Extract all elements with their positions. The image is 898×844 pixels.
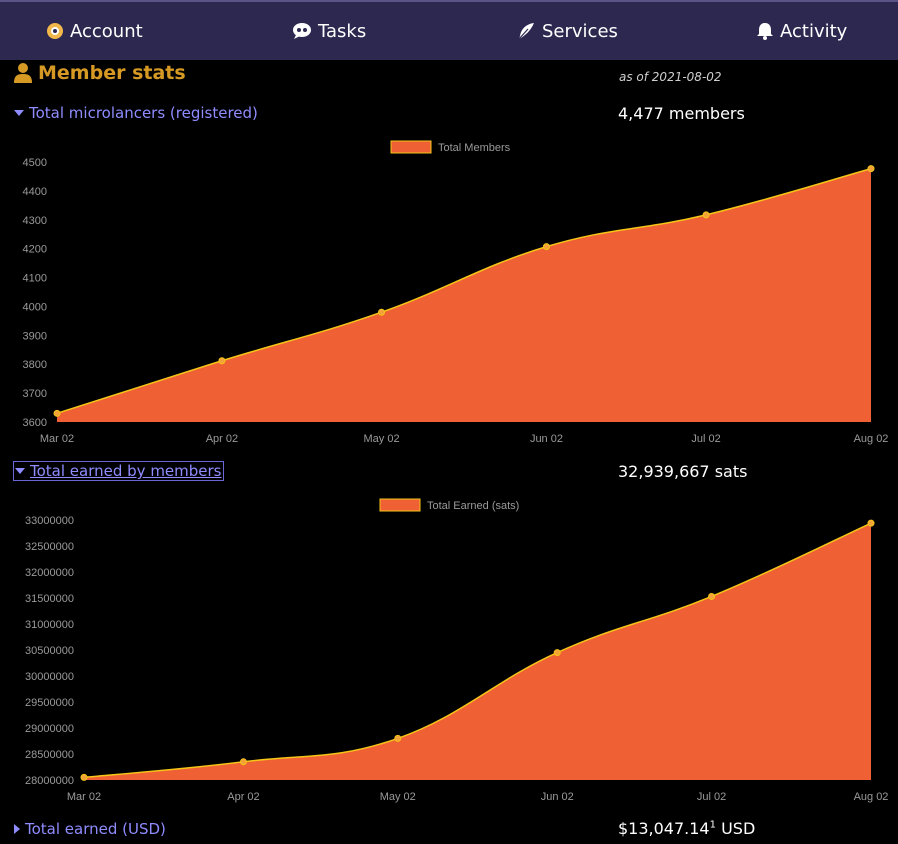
- data-point: [867, 519, 875, 527]
- x-tick-label: Aug 02: [854, 791, 889, 803]
- area-fill: [57, 168, 871, 422]
- tasks-icon: [293, 23, 311, 39]
- nav-tasks-label: Tasks: [318, 20, 367, 42]
- user-icon: [14, 63, 32, 83]
- nav-account[interactable]: Account: [46, 2, 143, 60]
- y-tick-label: 31500000: [25, 593, 74, 605]
- x-tick-label: Apr 02: [227, 791, 259, 803]
- y-tick-label: 28000000: [25, 775, 74, 787]
- data-point: [708, 592, 716, 600]
- earned-chart: Total Earned (sats) 28000000 28500000 29000…: [25, 498, 889, 803]
- section-title: Member stats: [14, 62, 186, 84]
- members-chart: Total Members 3600 3700 3800 3900 4000 4100 420…: [23, 140, 889, 445]
- x-tick-label: May 02: [380, 791, 416, 803]
- legend-label: Total Earned (sats): [427, 500, 519, 512]
- x-tick-label: Jul 02: [691, 433, 720, 445]
- caret-down-icon: [15, 468, 25, 474]
- members-toggle[interactable]: Total microlancers (registered): [14, 104, 258, 122]
- area-fill: [84, 523, 871, 780]
- data-point: [378, 308, 386, 316]
- y-tick-label: 4000: [23, 301, 47, 313]
- x-tick-label: Mar 02: [67, 791, 101, 803]
- bell-icon: [757, 23, 773, 40]
- y-tick-label: 31000000: [25, 619, 74, 631]
- caret-right-icon: [14, 824, 20, 834]
- data-point: [394, 734, 402, 742]
- series-line: [56, 167, 872, 415]
- usd-toggle-label: Total earned (USD): [25, 820, 166, 838]
- usd-unit: USD: [721, 819, 756, 838]
- nav-activity[interactable]: Activity: [756, 2, 847, 60]
- usd-value: $13,047.141 USD: [618, 819, 755, 838]
- y-tick-label: 32000000: [25, 567, 74, 579]
- as-of-date: as of 2021-08-02: [619, 70, 722, 84]
- x-tick-label: Jul 02: [697, 791, 726, 803]
- y-tick-label: 3900: [23, 330, 47, 342]
- y-tick-label: 30500000: [25, 645, 74, 657]
- y-tick-label: 4500: [23, 157, 47, 169]
- caret-down-icon: [14, 110, 24, 116]
- y-tick-label: 28500000: [25, 749, 74, 761]
- earned-value: 32,939,667 sats: [618, 462, 748, 481]
- y-tick-label: 29500000: [25, 697, 74, 709]
- earned-toggle[interactable]: Total earned by members: [13, 461, 224, 481]
- x-tick-label: Jun 02: [530, 433, 563, 445]
- x-tick-label: May 02: [363, 433, 399, 445]
- x-tick-label: Aug 02: [854, 433, 889, 445]
- top-nav: Account Tasks Services Activity: [0, 0, 898, 60]
- y-tick-label: 3600: [23, 417, 47, 429]
- section-title-label: Member stats: [38, 62, 186, 84]
- y-tick-label: 32500000: [25, 541, 74, 553]
- data-point: [553, 649, 561, 657]
- x-tick-label: Mar 02: [40, 433, 74, 445]
- y-tick-label: 29000000: [25, 723, 74, 735]
- data-point: [867, 165, 875, 173]
- legend-swatch: [379, 498, 421, 512]
- y-tick-label: 4300: [23, 215, 47, 227]
- y-tick-label: 33000000: [25, 515, 74, 527]
- feather-icon: [518, 23, 534, 40]
- y-tick-label: 4400: [23, 186, 47, 198]
- data-point: [80, 773, 88, 781]
- x-tick-label: Jun 02: [541, 791, 574, 803]
- nav-activity-label: Activity: [780, 20, 848, 42]
- legend-swatch: [390, 140, 432, 154]
- series-line: [83, 522, 872, 779]
- y-tick-label: 3700: [23, 388, 47, 400]
- y-tick-label: 4200: [23, 244, 47, 256]
- earned-toggle-label: Total earned by members: [30, 462, 222, 480]
- legend-label: Total Members: [438, 142, 511, 154]
- x-tick-label: Apr 02: [206, 433, 238, 445]
- members-value: 4,477 members: [618, 104, 745, 123]
- nav-account-label: Account: [70, 20, 143, 42]
- data-point: [542, 243, 550, 251]
- nav-tasks[interactable]: Tasks: [292, 2, 366, 60]
- usd-amount: $13,047.14: [618, 819, 710, 838]
- data-point: [702, 211, 710, 219]
- nav-services-label: Services: [542, 20, 618, 42]
- usd-toggle[interactable]: Total earned (USD): [14, 820, 166, 838]
- y-tick-label: 4100: [23, 273, 47, 285]
- members-toggle-label: Total microlancers (registered): [29, 104, 258, 122]
- data-point: [218, 357, 226, 365]
- y-tick-label: 3800: [23, 359, 47, 371]
- account-icon: [47, 23, 63, 39]
- y-tick-label: 30000000: [25, 671, 74, 683]
- data-point: [53, 409, 61, 417]
- nav-services[interactable]: Services: [516, 2, 618, 60]
- data-point: [239, 758, 247, 766]
- usd-footnote: 1: [709, 819, 716, 831]
